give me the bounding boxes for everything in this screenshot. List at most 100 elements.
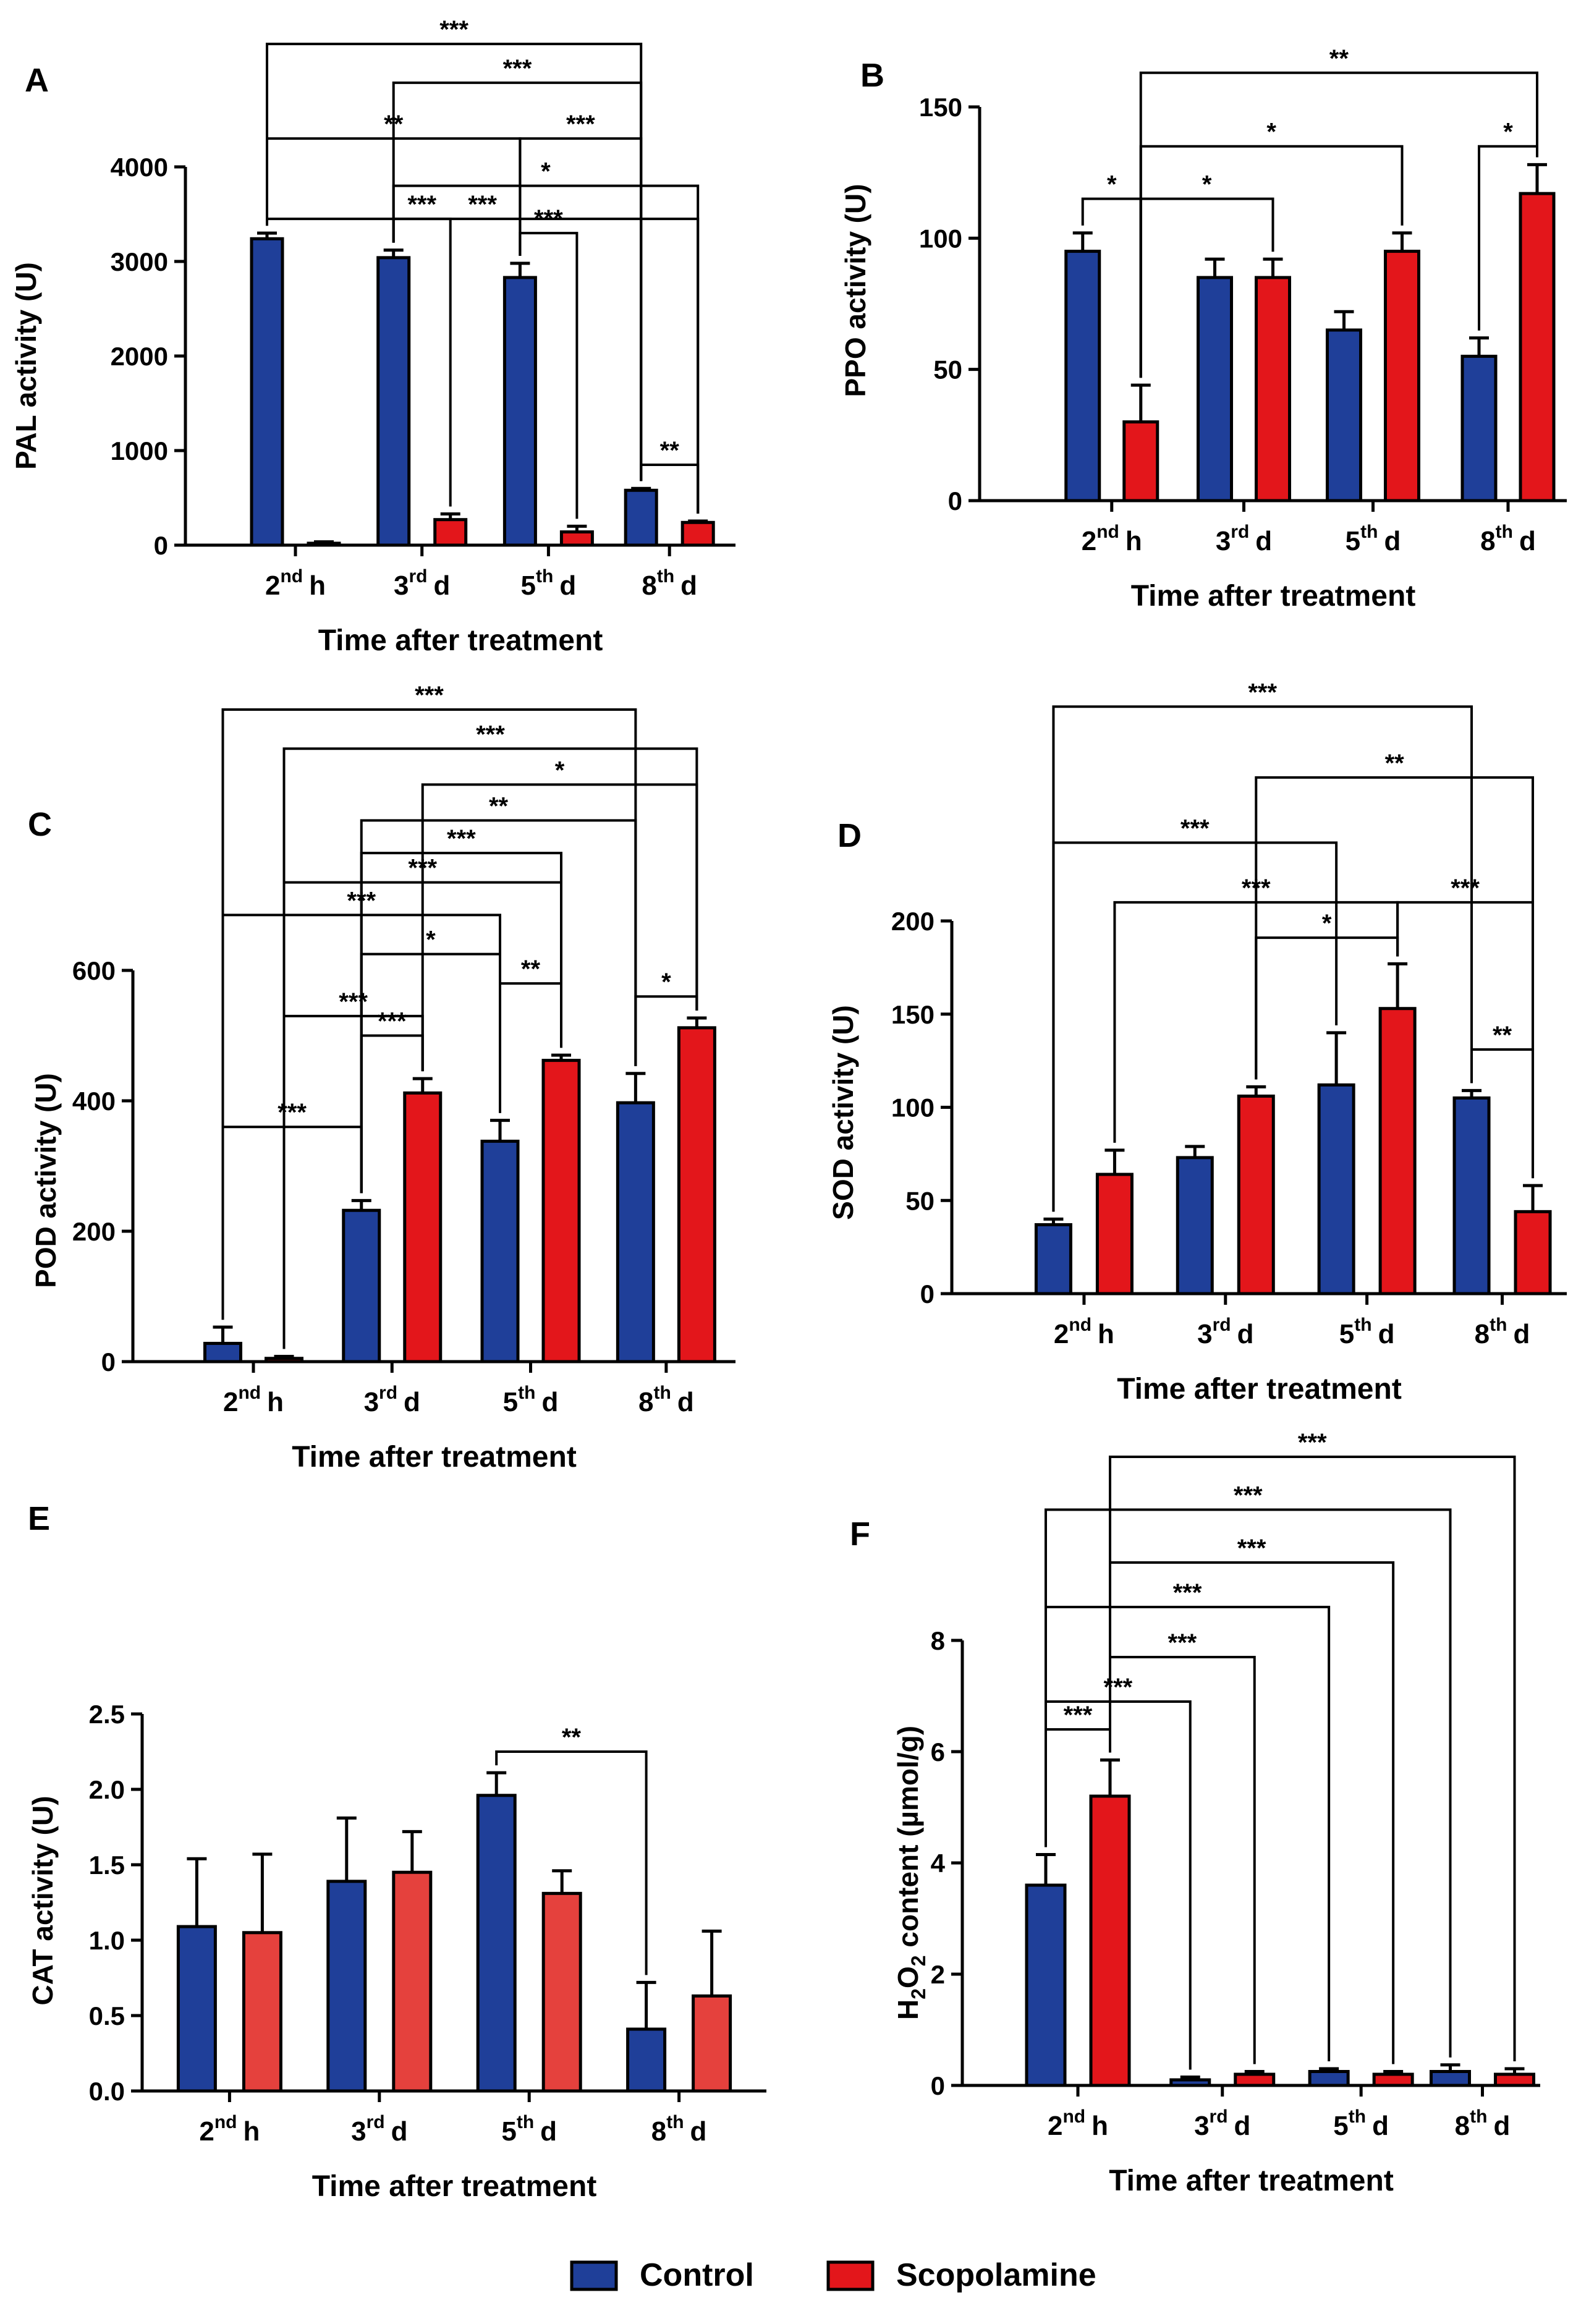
significance-bracket — [1255, 936, 1399, 1080]
y-tick-label: 4 — [931, 1849, 946, 1878]
x-tick-label: 5th d — [521, 566, 577, 601]
significance-label: *** — [439, 16, 468, 43]
bar-control — [1176, 1156, 1214, 1296]
significance-bracket — [495, 1750, 648, 1975]
x-tick-unit: h — [244, 2116, 260, 2147]
significance-label: *** — [415, 682, 444, 709]
bar-scopolamine — [1234, 2072, 1276, 2087]
y-tick-label: 100 — [919, 224, 962, 253]
bar-control — [1430, 2070, 1471, 2087]
y-axis-title: POD activity (U) — [30, 1073, 62, 1288]
significance-label: *** — [339, 988, 368, 1016]
y-tick-label: 1.0 — [89, 1926, 125, 1955]
y-tick-label: 1.5 — [89, 1851, 125, 1880]
significance-bracket — [221, 708, 637, 1320]
bar-control — [1034, 1223, 1072, 1296]
legend-swatch-control — [570, 2260, 618, 2291]
bar-control — [1308, 2070, 1350, 2087]
x-tick-unit: d — [404, 1387, 420, 1417]
x-tick-unit: d — [391, 2116, 408, 2147]
significance-label: * — [661, 969, 671, 996]
x-tick-superscript: th — [654, 1383, 671, 1403]
bar-control — [624, 488, 658, 547]
bar-control — [176, 1925, 217, 2093]
y-axis-title-part: H — [892, 2000, 924, 2020]
bar-control — [626, 2027, 667, 2093]
y-tick-label: 2.5 — [89, 1700, 125, 1729]
x-tick-number: 3 — [1197, 1319, 1212, 1349]
y-tick-label: 2 — [931, 1960, 945, 1989]
bar-scopolamine — [541, 1891, 582, 2093]
x-tick-label: 5th d — [501, 2112, 557, 2147]
x-tick-number: 2 — [1048, 2111, 1062, 2141]
bar-control — [1452, 1096, 1491, 1296]
y-tick-label: 3000 — [111, 247, 168, 276]
bar-scopolamine — [1095, 1173, 1134, 1296]
y-tick-label: 100 — [891, 1093, 935, 1122]
x-tick-number: 8 — [1480, 526, 1495, 556]
significance-bracket — [1052, 705, 1473, 1212]
x-tick-number: 3 — [1194, 2111, 1209, 2141]
x-tick-label: 2nd h — [1048, 2106, 1108, 2141]
significance-label: * — [555, 757, 565, 784]
bar-scopolamine — [1255, 276, 1291, 503]
y-tick-label: 150 — [891, 1000, 935, 1029]
y-axis-title-part: content (µmol/g) — [892, 1726, 924, 1955]
x-tick-number: 8 — [642, 570, 656, 601]
x-tick-label: 8th d — [642, 566, 697, 601]
legend: Control Scopolamine — [570, 2257, 1096, 2293]
x-tick-label: 5th d — [503, 1383, 559, 1417]
x-tick-unit: d — [1234, 2111, 1251, 2141]
x-tick-unit: d — [1513, 1319, 1530, 1349]
x-tick-number: 5 — [1339, 1319, 1354, 1349]
bar-control — [1197, 276, 1233, 503]
significance-label: * — [1107, 171, 1117, 198]
x-tick-label: 5th d — [1339, 1315, 1395, 1349]
bar-control — [1460, 354, 1498, 503]
significance-label: *** — [1237, 1535, 1266, 1562]
significance-label: *** — [1064, 1702, 1093, 1729]
bar-scopolamine — [1514, 1210, 1552, 1296]
x-tick-superscript: nd — [1062, 2106, 1085, 2127]
bar-control — [1169, 2078, 1211, 2087]
significance-bracket — [266, 43, 643, 481]
x-tick-number: 3 — [364, 1387, 379, 1417]
y-tick-label: 0.5 — [89, 2001, 125, 2030]
x-tick-superscript: th — [1496, 522, 1513, 542]
significance-label: *** — [1173, 1579, 1202, 1606]
x-axis-title: Time after treatment — [1117, 1373, 1402, 1406]
x-tick-superscript: th — [1490, 1315, 1507, 1335]
legend-label-control: Control — [640, 2257, 754, 2293]
x-tick-label: 2nd h — [265, 566, 326, 601]
significance-bracket — [282, 747, 698, 1349]
x-axis-title: Time after treatment — [318, 624, 603, 657]
x-tick-unit: h — [1098, 1319, 1114, 1349]
y-axis-title-sub: 2 — [907, 1988, 930, 2000]
panel-letter: B — [860, 57, 884, 94]
x-axis-title: Time after treatment — [292, 1441, 577, 1474]
x-tick-label: 5th d — [1333, 2106, 1389, 2141]
x-tick-label: 2nd h — [1054, 1315, 1114, 1349]
significance-label: * — [541, 158, 551, 185]
significance-label: ** — [562, 1724, 582, 1751]
significance-label: *** — [378, 1008, 407, 1035]
x-tick-label: 3rd d — [1197, 1315, 1253, 1349]
x-tick-superscript: th — [1349, 2106, 1366, 2127]
x-tick-label: 2nd h — [199, 2112, 260, 2147]
x-axis-title: Time after treatment — [1131, 580, 1416, 613]
significance-bracket — [1109, 1456, 1516, 2061]
significance-label: * — [426, 927, 436, 954]
significance-label: *** — [476, 721, 505, 748]
bar-scopolamine — [1089, 1794, 1131, 2087]
y-tick-label: 600 — [72, 956, 116, 985]
legend-swatch-scopolamine — [826, 2260, 875, 2291]
significance-bracket — [519, 137, 643, 481]
x-tick-superscript: nd — [280, 566, 303, 587]
y-tick-label: 0 — [948, 486, 962, 515]
significance-label: *** — [278, 1099, 307, 1126]
bar-scopolamine — [403, 1091, 443, 1363]
x-tick-unit: h — [1125, 526, 1142, 556]
bar-control — [376, 256, 411, 547]
